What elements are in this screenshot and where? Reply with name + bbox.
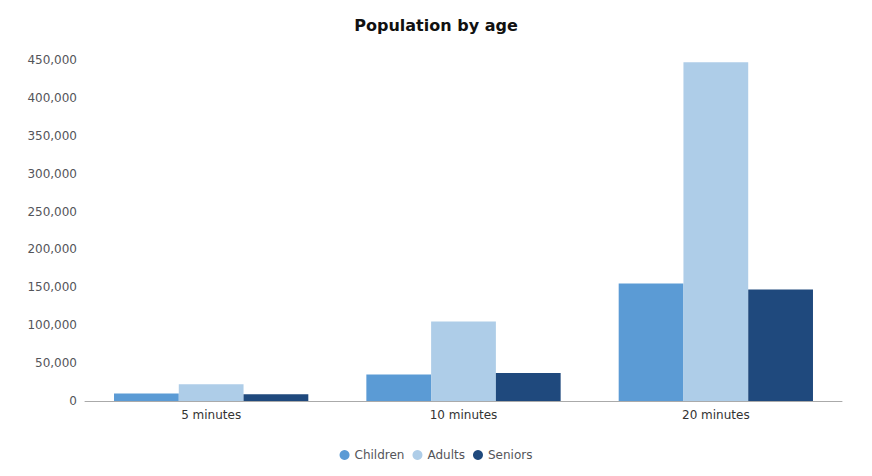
svg-text:450,000: 450,000 [27, 53, 77, 67]
svg-text:0: 0 [69, 394, 77, 408]
svg-text:350,000: 350,000 [27, 129, 77, 143]
svg-text:200,000: 200,000 [27, 242, 77, 256]
svg-text:5 minutes: 5 minutes [181, 408, 241, 422]
svg-text:100,000: 100,000 [27, 318, 77, 332]
svg-text:10 minutes: 10 minutes [430, 408, 498, 422]
svg-text:Adults: Adults [427, 448, 465, 462]
svg-text:20 minutes: 20 minutes [682, 408, 750, 422]
svg-text:Population by age: Population by age [354, 16, 518, 35]
svg-text:Children: Children [355, 448, 405, 462]
svg-text:50,000: 50,000 [35, 356, 77, 370]
svg-text:150,000: 150,000 [27, 280, 77, 294]
svg-text:400,000: 400,000 [27, 91, 77, 105]
svg-text:300,000: 300,000 [27, 167, 77, 181]
svg-text:250,000: 250,000 [27, 205, 77, 219]
svg-text:Seniors: Seniors [488, 448, 532, 462]
